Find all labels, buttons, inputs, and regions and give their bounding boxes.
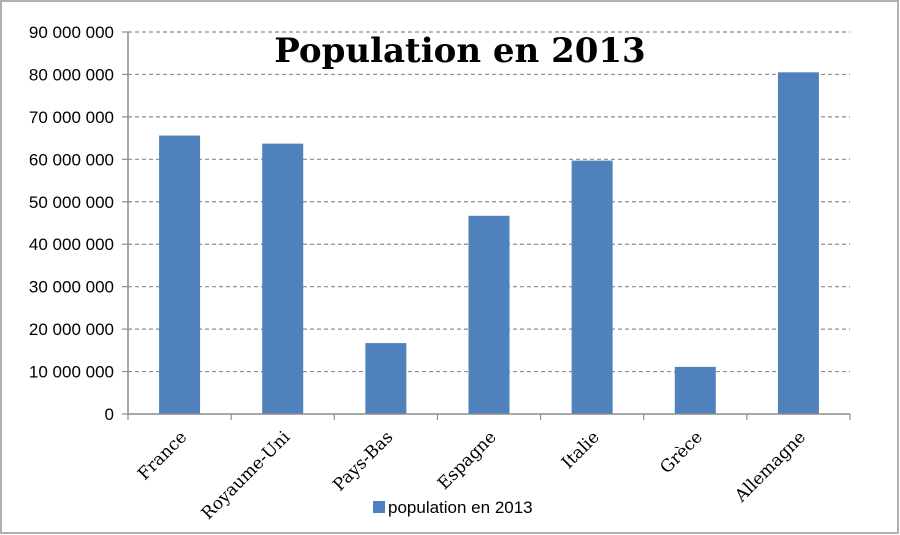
- bar: [262, 143, 304, 414]
- bar: [674, 366, 716, 414]
- bar: [365, 343, 407, 414]
- y-tick-label: 70 000 000: [29, 108, 114, 127]
- y-tick-label: 30 000 000: [29, 278, 114, 297]
- y-tick-label: 90 000 000: [29, 23, 114, 42]
- legend-label: population en 2013: [388, 498, 533, 517]
- bars: [159, 72, 819, 415]
- y-tick-label: 60 000 000: [29, 150, 114, 169]
- bar: [777, 72, 819, 415]
- y-tick-label: 20 000 000: [29, 320, 114, 339]
- chart-title: Population en 2013: [274, 31, 645, 71]
- y-tick-label: 10 000 000: [29, 363, 114, 382]
- bar: [571, 160, 613, 414]
- bar: [159, 135, 201, 414]
- legend: population en 2013: [373, 498, 533, 517]
- y-tick-label: 0: [105, 405, 114, 424]
- y-tick-label: 50 000 000: [29, 193, 114, 212]
- y-tick-label: 80 000 000: [29, 65, 114, 84]
- legend-swatch: [373, 501, 385, 513]
- bar: [468, 215, 510, 414]
- y-tick-label: 40 000 000: [29, 235, 114, 254]
